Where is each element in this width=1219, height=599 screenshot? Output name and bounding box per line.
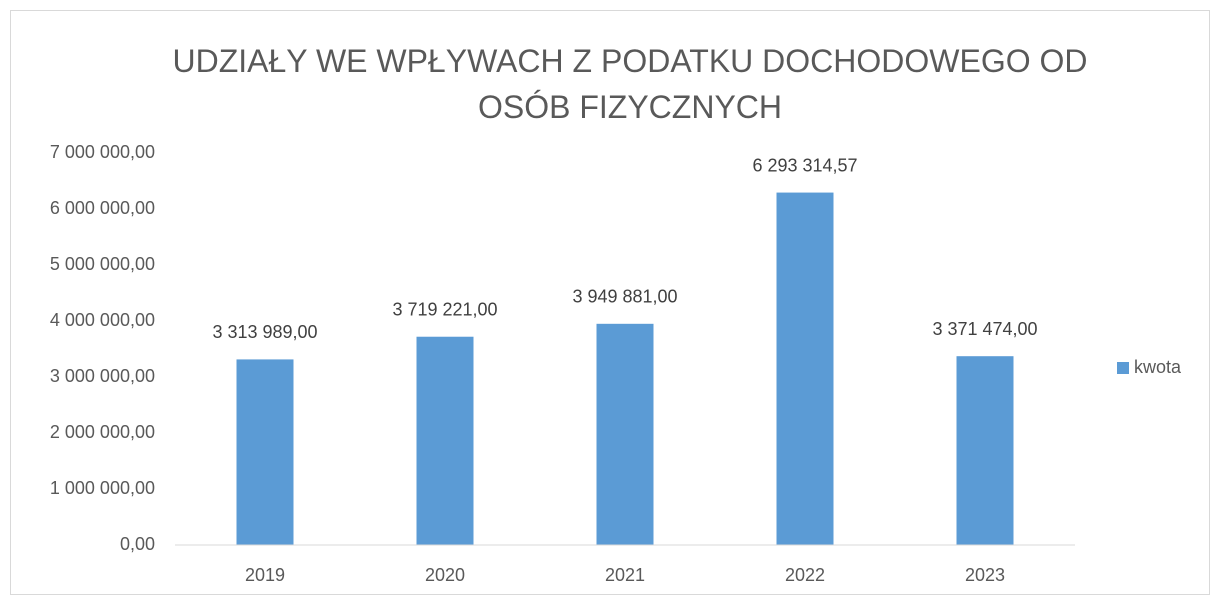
data-label: 6 293 314,57	[752, 155, 857, 175]
x-tick-label: 2023	[965, 565, 1005, 585]
y-tick-label: 4 000 000,00	[50, 310, 155, 330]
chart-title: UDZIAŁY WE WPŁYWACH Z PODATKU DOCHODOWEG…	[172, 43, 1088, 125]
y-tick-label: 3 000 000,00	[50, 366, 155, 386]
y-tick-label: 0,00	[120, 534, 155, 554]
legend-swatch	[1117, 362, 1129, 374]
bar	[956, 356, 1014, 545]
y-tick-label: 2 000 000,00	[50, 422, 155, 442]
data-label: 3 949 881,00	[572, 287, 677, 307]
bar	[236, 359, 294, 545]
y-tick-label: 5 000 000,00	[50, 254, 155, 274]
chart-border	[10, 10, 1210, 595]
data-label: 3 371 474,00	[932, 319, 1037, 339]
data-label: 3 313 989,00	[212, 322, 317, 342]
legend-label: kwota	[1134, 357, 1182, 377]
y-tick-label: 7 000 000,00	[50, 142, 155, 162]
bar	[776, 192, 834, 545]
x-tick-label: 2020	[425, 565, 465, 585]
x-tick-label: 2021	[605, 565, 645, 585]
bar	[416, 336, 474, 545]
data-label: 3 719 221,00	[392, 299, 497, 319]
bar	[596, 323, 654, 545]
x-tick-label: 2022	[785, 565, 825, 585]
y-tick-label: 1 000 000,00	[50, 478, 155, 498]
x-tick-label: 2019	[245, 565, 285, 585]
y-tick-label: 6 000 000,00	[50, 198, 155, 218]
